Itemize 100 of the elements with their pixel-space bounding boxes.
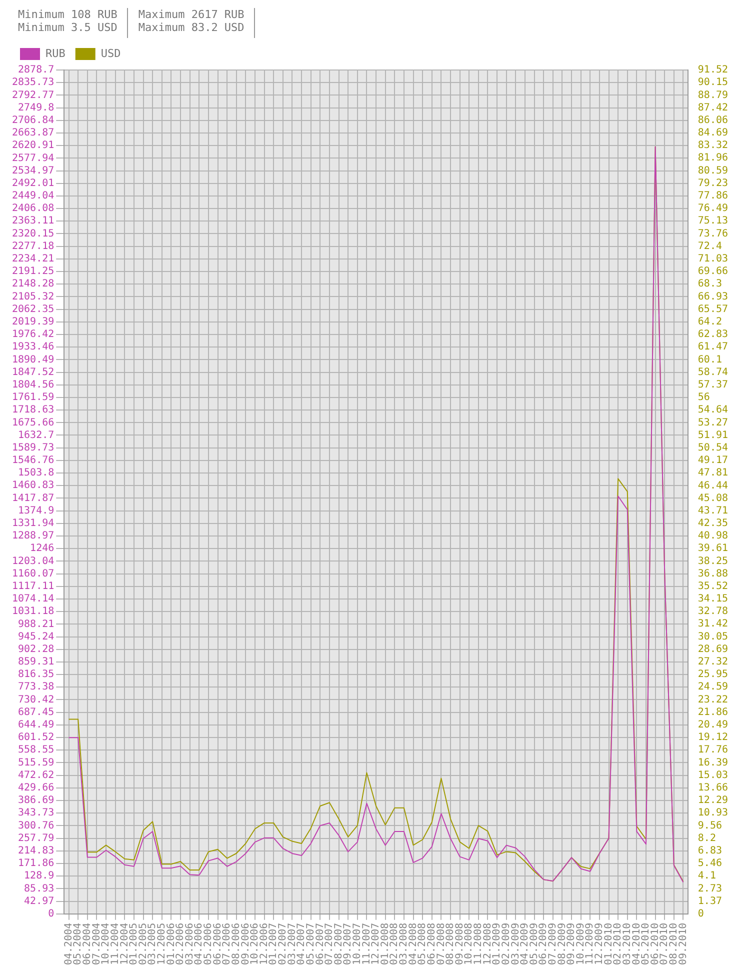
y2-tick-label: 43.71: [698, 505, 728, 516]
y-tick-label: 730.42: [18, 694, 54, 706]
x-tick-label: 01.2007: [268, 922, 280, 966]
x-tick-label: 11.2008: [473, 922, 484, 966]
y-tick-label: 2835.73: [12, 77, 54, 88]
y2-tick-label: 25.95: [698, 669, 728, 680]
y2-tick-label: 86.06: [698, 114, 728, 126]
y-tick-label: 2706.84: [12, 114, 54, 126]
x-tick-label: 06.2007: [314, 922, 326, 966]
y-tick-label: 773.38: [18, 682, 54, 693]
x-tick-label: 10.2008: [464, 922, 475, 966]
y2-tick-label: 8.2: [698, 832, 716, 844]
y2-tick-label: 34.15: [698, 594, 728, 605]
y-tick-label: 2234.21: [12, 254, 54, 265]
x-tick-label: 03.2009: [510, 922, 522, 966]
y2-tick-label: 20.49: [698, 720, 728, 731]
y2-tick-label: 54.64: [698, 404, 728, 416]
y-tick-label: 0: [48, 908, 54, 920]
y2-tick-label: 69.66: [698, 266, 728, 278]
y2-tick-label: 28.69: [698, 644, 728, 655]
legend-label: USD: [100, 46, 121, 60]
y2-tick-label: 4.1: [698, 870, 716, 882]
x-tick-label: 01.2006: [166, 922, 177, 966]
y2-tick-label: 66.93: [698, 291, 728, 302]
x-tick-label: 12.2005: [156, 922, 168, 966]
y-tick-label: 1632.7: [18, 430, 54, 441]
text: Minimum 3.5 USD: [18, 21, 118, 34]
y-tick-label: 257.79: [18, 832, 54, 844]
x-tick-label: 02.2008: [389, 922, 400, 966]
y2-tick-label: 73.76: [698, 228, 728, 240]
y-tick-label: 300.76: [18, 820, 54, 832]
y-tick-label: 128.9: [24, 870, 54, 882]
x-tick-label: 02.2005: [138, 922, 149, 966]
y2-tick-label: 35.52: [698, 580, 728, 592]
y2-tick-label: 9.56: [698, 820, 722, 832]
y-tick-label: 429.66: [18, 782, 54, 794]
y2-tick-label: 24.59: [698, 682, 728, 693]
x-tick-label: 10.2006: [250, 922, 261, 966]
y-tick-label: 1503.8: [18, 468, 54, 479]
x-tick-label: 06.2006: [212, 922, 224, 966]
x-tick-label: 08.2009: [556, 922, 568, 966]
y-tick-label: 386.69: [18, 795, 54, 806]
y-tick-label: 1117.11: [12, 580, 54, 592]
y-tick-label: 902.28: [18, 644, 54, 655]
x-tick-label: 10.2009: [575, 922, 586, 966]
y-tick-label: 1718.63: [12, 404, 54, 416]
y-tick-label: 42.97: [24, 896, 54, 907]
y2-tick-label: 42.35: [698, 518, 728, 529]
y-tick-label: 1847.52: [12, 366, 54, 378]
x-tick-label: 07.2009: [548, 922, 558, 966]
y-tick-label: 1804.56: [12, 379, 54, 390]
x-tick-label: 05.2008: [417, 922, 428, 966]
x-tick-label: 04.2008: [408, 922, 419, 966]
x-tick-label: 11.2007: [361, 922, 372, 966]
x-tick-label: 03.2010: [622, 922, 633, 966]
y2-tick-label: 1.37: [698, 896, 722, 907]
y-tick-label: 1460.83: [12, 480, 54, 492]
x-tick-label: 08.2006: [230, 922, 242, 966]
x-tick-label: 05.2004: [72, 922, 84, 966]
x-tick-label: 02.2010: [612, 922, 624, 966]
x-tick-label: 03.2007: [286, 922, 298, 966]
y2-tick-label: 71.03: [698, 254, 728, 265]
y-tick-label: 1374.9: [18, 505, 54, 516]
y-tick-label: 1246: [30, 543, 54, 554]
y2-tick-label: 81.96: [698, 152, 728, 164]
y-tick-label: 2062.35: [12, 304, 54, 315]
x-tick-label: 12.2004: [119, 922, 130, 966]
y2-tick-label: 38.25: [698, 556, 728, 567]
text: Maximum 2617 RUB: [138, 8, 244, 21]
x-tick-label: 03.2008: [398, 922, 410, 966]
y2-tick-label: 30.05: [698, 631, 728, 642]
x-tick-label: 05.2009: [528, 922, 540, 966]
legend-label: RUB: [46, 46, 66, 60]
x-tick-label: 12.2009: [594, 922, 606, 966]
y-tick-label: 1675.66: [12, 417, 54, 428]
y-tick-label: 2620.91: [12, 140, 54, 152]
y2-tick-label: 58.74: [698, 366, 728, 378]
x-tick-label: 07.2006: [222, 922, 233, 966]
y2-tick-label: 79.23: [698, 178, 728, 189]
x-tick-label: 10.2004: [100, 922, 112, 966]
x-tick-label: 03.2006: [184, 922, 196, 966]
x-tick-label: 09.2010: [678, 922, 689, 966]
x-tick-label: 01.2009: [492, 922, 503, 966]
y2-tick-label: 2.73: [698, 883, 722, 894]
y2-tick-label: 53.27: [698, 417, 728, 428]
y2-tick-label: 15.03: [698, 770, 728, 781]
x-tick-label: 04.2010: [631, 922, 642, 966]
x-tick-label: 09.2007: [342, 922, 354, 966]
x-tick-label: 07.2007: [324, 922, 336, 966]
y2-tick-label: 39.61: [698, 543, 728, 554]
y2-tick-label: 64.2: [698, 316, 722, 328]
y-tick-label: 687.45: [18, 706, 54, 718]
x-tick-label: 05.2006: [203, 922, 214, 966]
y-tick-label: 601.52: [18, 732, 54, 744]
y-tick-label: 1031.18: [12, 606, 54, 618]
y-tick-label: 2277.18: [12, 240, 54, 252]
y2-tick-label: 27.32: [698, 656, 728, 668]
y2-tick-label: 65.57: [698, 304, 728, 315]
x-tick-label: 04.2009: [520, 922, 531, 966]
y2-tick-label: 75.13: [698, 216, 728, 227]
